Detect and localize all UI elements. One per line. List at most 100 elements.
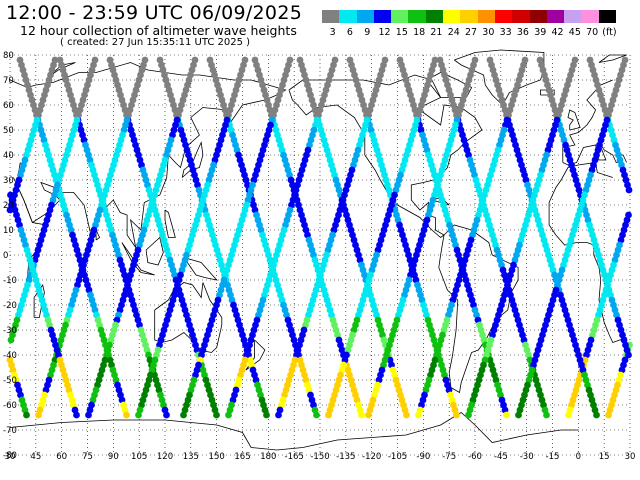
wave-height-legend: 3 6 9 12 15 18 21 24 27 30 33 36 39 42 45 70 (ft) — [322, 10, 634, 48]
latitude-label: -20 — [3, 301, 17, 311]
longitude-label: 135 — [183, 452, 199, 462]
longitude-label: -90 — [416, 452, 430, 462]
altimeter-track — [251, 56, 365, 419]
longitude-label: 0 — [576, 452, 581, 462]
latitude-labels: 80 70 60 50 40 30 20 10 0 -10 -20 -30 -40 -50 -60 -70 -8… — [3, 51, 17, 461]
longitude-label: -135 — [336, 452, 355, 462]
longitude-label: -30 — [520, 452, 534, 462]
altimeter-track — [325, 56, 439, 419]
altimeter-track — [346, 56, 460, 419]
latitude-label: 60 — [3, 101, 14, 111]
legend-label: 45 — [568, 27, 581, 38]
legend-label: 30 — [482, 27, 495, 38]
longitude-label: 15 — [599, 452, 610, 462]
longitude-label: 30 — [5, 452, 16, 462]
latitude-label: -30 — [3, 326, 17, 336]
longitude-labels: 30 45 60 75 90 105 120 135 150 165 180 -165 -150 -135… — [5, 452, 636, 462]
longitude-label: 105 — [131, 452, 147, 462]
legend-swatch — [460, 10, 478, 23]
legend-swatch — [512, 10, 530, 23]
legend-swatch — [494, 10, 513, 23]
latitude-label: -50 — [3, 376, 17, 386]
longitude-label: -150 — [310, 452, 329, 462]
legend-swatch — [356, 10, 374, 23]
latitude-label: 80 — [3, 51, 14, 61]
legend-label: 9 — [364, 27, 371, 38]
longitude-label: 30 — [625, 452, 636, 462]
legend-swatch — [477, 10, 495, 23]
altimeter-track — [365, 56, 479, 419]
legend-label: 3 — [329, 27, 336, 38]
legend-swatch — [443, 10, 461, 23]
latitude-label: 10 — [3, 226, 14, 236]
altimeter-tracks — [6, 56, 633, 419]
legend-swatch — [339, 10, 357, 23]
altimeter-track — [275, 56, 389, 419]
latitude-label: 0 — [3, 251, 8, 261]
longitude-label: -75 — [442, 452, 456, 462]
legend-label: 12 — [378, 27, 391, 38]
longitude-label: -120 — [362, 452, 381, 462]
latitude-label: -10 — [3, 276, 17, 286]
legend-label: 18 — [413, 27, 426, 38]
altimeter-track — [106, 56, 220, 419]
longitude-label: 45 — [30, 452, 41, 462]
latitude-label: -40 — [3, 351, 17, 361]
coastline — [183, 257, 218, 281]
legend-swatch — [564, 10, 582, 23]
longitude-label: 150 — [209, 452, 225, 462]
legend-label: 36 — [516, 27, 529, 38]
latitude-label: -80 — [3, 451, 17, 461]
legend-swatch — [391, 10, 409, 23]
coastline — [438, 224, 519, 394]
legend-label: 33 — [499, 27, 512, 38]
longitude-label: 165 — [234, 452, 250, 462]
longitude-label: -165 — [285, 452, 304, 462]
coastline — [431, 197, 450, 206]
latitude-label: 40 — [3, 151, 14, 161]
longitude-label: 90 — [108, 452, 119, 462]
coastline — [33, 284, 45, 318]
latitude-label: 30 — [3, 176, 14, 186]
legend-swatch — [598, 10, 617, 23]
legend-label: 21 — [430, 27, 443, 38]
coastline — [164, 209, 176, 238]
coastline — [145, 236, 164, 266]
altimeter-track — [135, 56, 249, 419]
legend-swatch — [529, 10, 547, 23]
coastline — [95, 229, 101, 241]
latitude-label: 50 — [3, 126, 14, 136]
coastline — [9, 412, 579, 451]
page-title: 12:00 - 23:59 UTC 06/09/2025 — [6, 2, 303, 24]
coastline — [47, 62, 76, 78]
legend-label: 42 — [551, 27, 564, 38]
legend-label: 15 — [395, 27, 408, 38]
altimeter-track — [35, 56, 149, 419]
altimeter-track — [85, 56, 199, 419]
legend-swatch — [546, 10, 565, 23]
latitude-label: -70 — [3, 426, 17, 436]
legend-swatch — [322, 10, 340, 23]
legend-swatch — [425, 10, 444, 23]
longitude-label: -105 — [388, 452, 407, 462]
legend-label: 6 — [346, 27, 353, 38]
created-timestamp: ( created: 27 Jun 15:35:11 UTC 2025 ) — [60, 37, 251, 48]
longitude-label: -60 — [468, 452, 482, 462]
legend-label: 24 — [447, 27, 460, 38]
longitude-label: 120 — [157, 452, 173, 462]
longitude-label: -15 — [546, 452, 560, 462]
legend-swatch — [408, 10, 426, 23]
longitude-label: 60 — [56, 452, 67, 462]
coastline — [567, 109, 581, 131]
altimeter-track — [486, 56, 600, 419]
legend-label: (ft) — [602, 27, 617, 38]
longitude-label: -45 — [494, 452, 508, 462]
altimeter-track — [296, 56, 410, 419]
altimeter-track — [465, 56, 579, 419]
legend-label: 39 — [534, 27, 547, 38]
altimeter-track — [515, 56, 629, 419]
legend-labels: 3 6 9 12 15 18 21 24 27 30 33 36 39 42 45 70 (ft) — [322, 27, 634, 41]
legend-label: 70 — [586, 27, 599, 38]
legend-swatches — [322, 10, 617, 23]
